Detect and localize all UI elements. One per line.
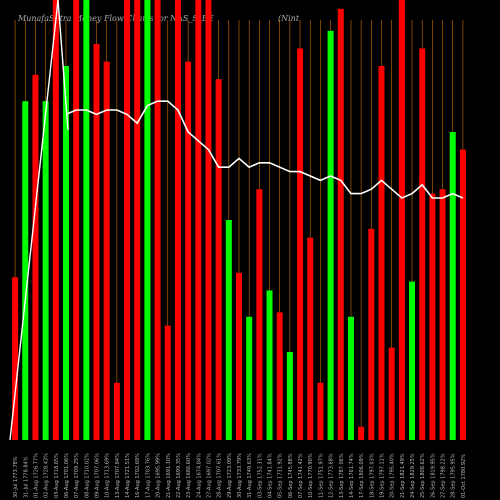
- x-tick-label: 30-Aug 1733.79%: [237, 453, 243, 498]
- bar: [73, 0, 80, 440]
- bar: [124, 0, 131, 440]
- bar: [103, 61, 110, 440]
- x-tick-label: 16-Aug 1702.69%: [135, 453, 141, 498]
- x-tick-label: 12-Sep 1773.68%: [329, 453, 335, 498]
- x-tick-label: 28-Aug 1707.61%: [217, 453, 223, 498]
- x-tick-label: 13-Aug 1707.84%: [115, 453, 121, 498]
- x-tick-label: 26-Sep 1819.95%: [430, 453, 436, 498]
- bar: [276, 312, 283, 440]
- bar: [83, 0, 90, 440]
- bar: [307, 237, 314, 440]
- x-tick-label: 07-Aug 1709.25%: [74, 453, 80, 498]
- x-tick-label: 25-Sep 1808.62%: [420, 453, 426, 498]
- bar: [317, 382, 324, 440]
- x-tick-label: 07-Sep 1741.42%: [298, 453, 304, 498]
- bar: [266, 290, 273, 440]
- bar: [409, 281, 416, 440]
- x-tick-label: 05-Sep 1731.92%: [278, 453, 284, 498]
- bar: [388, 347, 395, 440]
- bar: [134, 0, 141, 440]
- bar: [205, 0, 212, 440]
- x-tick-label: 01-Aug 1726.77%: [33, 453, 39, 498]
- bar: [185, 61, 192, 440]
- bar: [144, 0, 151, 440]
- bar: [154, 0, 161, 440]
- bar: [368, 228, 375, 440]
- bar: [195, 0, 202, 440]
- x-tick-label: 01-Oct 1780.92%: [461, 454, 467, 498]
- bar: [215, 79, 222, 440]
- x-tick-label: 24-Aug 1674.84%: [196, 453, 202, 498]
- bar: [93, 44, 100, 440]
- bar: [42, 101, 49, 440]
- x-tick-label: 03-Sep 1752.31%: [257, 453, 263, 498]
- bar: [225, 220, 232, 440]
- x-tick-label: 17-Aug 1703.76%: [145, 453, 151, 498]
- bar: [429, 193, 436, 440]
- chart-title: MunafaSutra Money Flow Charts for NAS_S_…: [18, 14, 214, 23]
- bar: [419, 48, 426, 441]
- x-tick-label: 27-Sep 1798.22%: [441, 453, 447, 498]
- x-tick-label: 30-Jul 1773.78%: [13, 456, 19, 498]
- x-tick-label: 10-Sep 1770.90%: [308, 453, 314, 498]
- trend-line-drop: [57, 0, 69, 131]
- bar: [236, 272, 242, 440]
- bar: [449, 132, 456, 440]
- x-tick-label: 09-Aug 1707.06%: [95, 453, 101, 498]
- bar: [398, 0, 405, 440]
- x-tick-label: 24-Sep 1829.25%: [410, 453, 416, 498]
- bar: [246, 316, 253, 440]
- x-tick-label: 14-Aug 1721.51%: [125, 453, 131, 498]
- bar: [327, 30, 334, 441]
- bar: [459, 149, 466, 440]
- x-tick-label: 13-Sep 1787.06%: [339, 453, 345, 498]
- x-tick-label: 27-Aug 1697.02%: [206, 453, 212, 498]
- x-tick-label: 28-Sep 1795.95%: [451, 453, 457, 498]
- bar: [358, 426, 365, 440]
- x-tick-label: 21-Sep 1821.49%: [400, 453, 406, 498]
- bar: [22, 101, 29, 440]
- bar: [12, 277, 19, 440]
- bar: [52, 0, 59, 440]
- bar: [113, 382, 120, 440]
- x-tick-label: 29-Aug 1723.09%: [227, 453, 233, 498]
- bar: [347, 316, 354, 440]
- x-tick-label: 22-Aug 1699.35%: [176, 453, 182, 498]
- x-tick-label: 19-Sep 1797.11%: [379, 453, 385, 498]
- x-tick-label: 03-Aug 1718.65%: [54, 453, 60, 498]
- bar: [164, 325, 171, 440]
- bar: [439, 189, 446, 440]
- x-tick-label: 02-Aug 1728.43%: [44, 453, 50, 498]
- x-tick-label: 14-Sep 1761.74%: [349, 453, 355, 498]
- x-tick-label: 21-Aug 1691.10%: [166, 453, 172, 498]
- bar: [378, 66, 385, 440]
- bar: [32, 74, 39, 441]
- x-tick-label: 20-Sep 1795.40%: [390, 453, 396, 498]
- bar: [297, 48, 304, 441]
- x-tick-label: 20-Aug 1695.99%: [156, 453, 162, 498]
- money-flow-line: [65, 100, 464, 199]
- bar: [256, 189, 263, 440]
- x-tick-label: 08-Aug 1710.02%: [84, 453, 90, 498]
- x-tick-label: 18-Sep 1797.03%: [369, 453, 375, 498]
- bar: [286, 352, 293, 440]
- x-tick-label: 06-Sep 1745.88%: [288, 453, 294, 498]
- x-tick-label: 31-Aug 1749.63%: [247, 453, 253, 498]
- bar: [174, 0, 181, 440]
- bar: [337, 8, 344, 441]
- x-tick-label: 31-Jul 1778.84%: [23, 456, 29, 498]
- x-tick-label: 10-Aug 1713.69%: [105, 453, 111, 498]
- x-tick-label: 04-Sep 1741.84%: [268, 453, 274, 498]
- x-tick-label: 23-Aug 1686.60%: [186, 453, 192, 498]
- chart-title-right: (Nint: [278, 14, 300, 23]
- bar: [62, 66, 69, 440]
- trend-line-left: [9, 0, 59, 441]
- x-tick-label: 11-Sep 1751.97%: [318, 453, 324, 498]
- x-tick-label: 06-Aug 1701.06%: [64, 453, 70, 498]
- x-tick-label: 17-Sep 1806.09%: [359, 453, 365, 498]
